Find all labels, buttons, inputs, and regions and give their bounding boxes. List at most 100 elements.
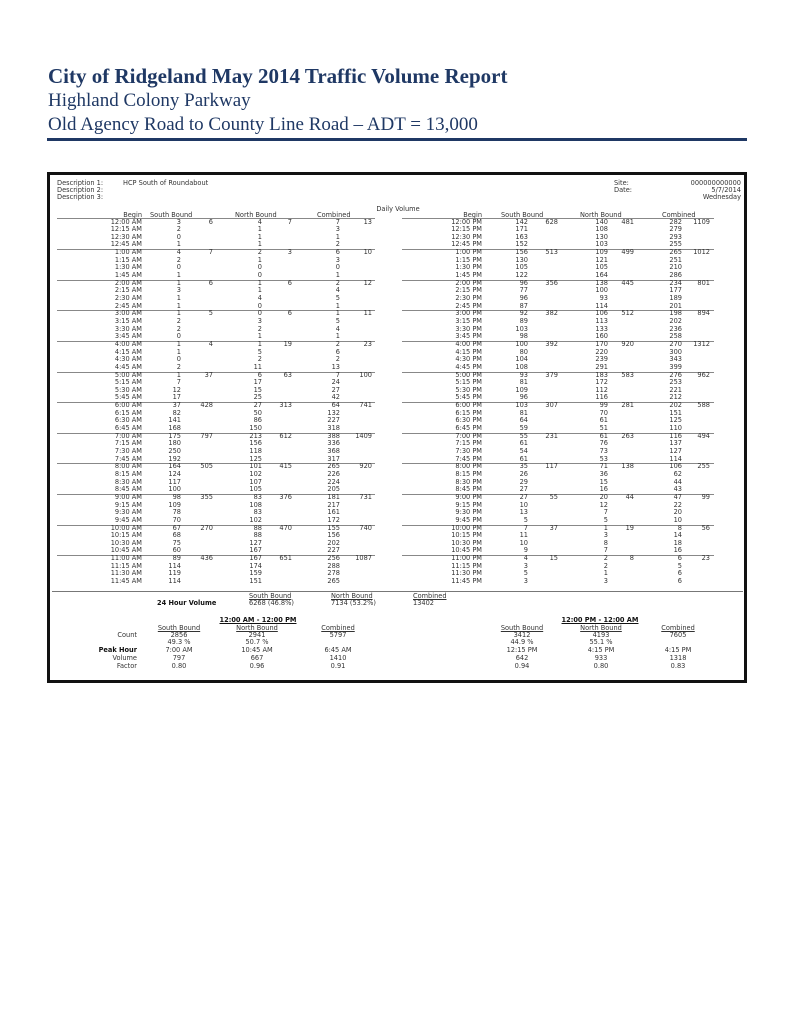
- south-bound-count: 29: [519, 477, 528, 486]
- combined-count: 47: [673, 492, 682, 501]
- combined-count: 234: [669, 278, 682, 287]
- begin-time: 10:45 PM: [451, 546, 482, 555]
- north-bound-count: 20: [599, 492, 608, 501]
- summary-header-combined: Combined: [321, 623, 355, 632]
- combined-count: 388: [327, 431, 340, 440]
- 24h-value-north-bound: 7134 (53.2%): [331, 599, 376, 607]
- combined-count: 20: [673, 508, 682, 517]
- combined-hour-total: 801: [697, 278, 710, 287]
- combined-count: 2: [335, 278, 340, 287]
- north-bound-count: 5: [603, 515, 608, 524]
- summary-header-north-bound: North Bound: [236, 623, 278, 632]
- combined-count: 212: [669, 393, 682, 402]
- north-bound-count: 102: [249, 469, 262, 478]
- begin-time: 6:00 PM: [455, 401, 482, 410]
- combined-count: 226: [327, 469, 340, 478]
- combined-count: 343: [669, 355, 682, 364]
- north-bound-count: 118: [249, 447, 262, 455]
- begin-time: 9:45 AM: [114, 515, 142, 524]
- north-bound-hour-total: 6: [287, 278, 292, 287]
- combined-hour-total: 255: [697, 462, 710, 471]
- south-bound-count: 164: [168, 462, 181, 471]
- south-bound-count: 180: [168, 439, 181, 448]
- north-bound-count: 36: [599, 469, 608, 478]
- begin-time: 7:45 PM: [455, 454, 482, 463]
- combined-count: 4: [335, 324, 340, 333]
- north-bound-count: 1: [257, 332, 262, 341]
- south-bound-count: 7: [523, 523, 528, 532]
- south-bound-hour-total: 428: [200, 401, 213, 410]
- summary-header-south-bound: South Bound: [157, 623, 201, 632]
- south-bound-count: 67: [172, 523, 181, 532]
- south-bound-count: 92: [519, 309, 528, 318]
- combined-count: 127: [669, 447, 682, 455]
- south-bound-count: 27: [519, 492, 528, 501]
- south-bound-count: 103: [515, 324, 528, 333]
- south-bound-hour-total: 5: [208, 309, 213, 318]
- combined-count: 5: [335, 316, 340, 325]
- south-bound-count: 2: [176, 316, 181, 325]
- combined-count: 198: [669, 309, 682, 318]
- south-bound-count: 122: [515, 271, 528, 280]
- north-bound-count: 2: [257, 248, 262, 257]
- south-bound-count: 11: [519, 531, 528, 540]
- south-bound-count: 68: [172, 531, 181, 540]
- begin-time: 5:30 PM: [455, 385, 482, 394]
- combined-hour-total: 23: [701, 554, 710, 563]
- begin-time: 1:45 AM: [114, 271, 142, 280]
- peak-combined: 4:15 PM: [664, 646, 692, 654]
- north-bound-count: 4: [257, 294, 262, 302]
- begin-time: 6:15 AM: [114, 408, 142, 417]
- combined-count: 256: [327, 554, 340, 563]
- north-bound-count: 101: [249, 462, 262, 471]
- south-bound-count: 98: [519, 332, 528, 341]
- begin-time: 11:45 PM: [451, 577, 482, 586]
- site-value: 000000000000: [690, 179, 741, 187]
- peak-north-bound: 4:15 PM: [587, 646, 615, 654]
- north-bound-count: 167: [249, 554, 262, 563]
- south-bound-hour-total: 513: [545, 248, 558, 257]
- combined-count: 44: [673, 477, 682, 486]
- begin-time: 3:15 AM: [114, 316, 142, 325]
- begin-time: 8:00 PM: [455, 462, 482, 471]
- volume-north-bound: 667: [250, 654, 264, 662]
- 24h-value-combined: 13402: [413, 599, 434, 607]
- combined-count: 24: [331, 378, 340, 387]
- north-bound-count: 27: [253, 401, 262, 410]
- north-bound-hour-total: 138: [621, 462, 634, 471]
- north-bound-count: 130: [595, 232, 608, 241]
- begin-time: 5:15 AM: [114, 378, 142, 387]
- begin-time: 9:15 AM: [114, 500, 142, 509]
- combined-count: 1: [335, 301, 340, 310]
- hour-divider: [402, 371, 714, 373]
- north-bound-count: 151: [249, 577, 262, 586]
- begin-time: 2:30 PM: [455, 294, 482, 302]
- north-bound-count: 2: [257, 324, 262, 333]
- combined-hour-total: 740: [359, 523, 372, 532]
- combined-count: 155: [327, 523, 340, 532]
- combined-count: 210: [669, 263, 682, 272]
- combined-hour-total: 920: [359, 462, 372, 471]
- south-bound-count: 1: [176, 278, 181, 287]
- 24h-value-south-bound: 6268 (46.8%): [249, 599, 294, 607]
- combined-count: 132: [327, 408, 340, 417]
- combined-count: 288: [327, 561, 340, 570]
- combined-count: 399: [669, 362, 682, 371]
- begin-time: 7:00 AM: [114, 431, 142, 440]
- combined-count: 368: [327, 447, 340, 455]
- day-of-week: Wednesday: [702, 193, 741, 201]
- south-bound-count: 10: [519, 500, 528, 509]
- combined-hour-total: 731: [359, 492, 372, 501]
- hour-divider: [57, 432, 375, 434]
- begin-time: 2:15 AM: [114, 286, 142, 295]
- south-bound-count: 168: [168, 424, 181, 433]
- north-bound-count: 86: [253, 416, 262, 425]
- north-bound-count: 116: [595, 393, 608, 402]
- south-bound-count: 119: [168, 569, 181, 578]
- hour-divider: [57, 402, 375, 404]
- south-bound-count: 96: [519, 393, 528, 402]
- combined-hour-total: 894: [697, 309, 710, 318]
- south-bound-hour-total: 356: [545, 278, 558, 287]
- south-bound-count: 2: [176, 225, 181, 234]
- begin-time: 11:30 PM: [451, 569, 482, 578]
